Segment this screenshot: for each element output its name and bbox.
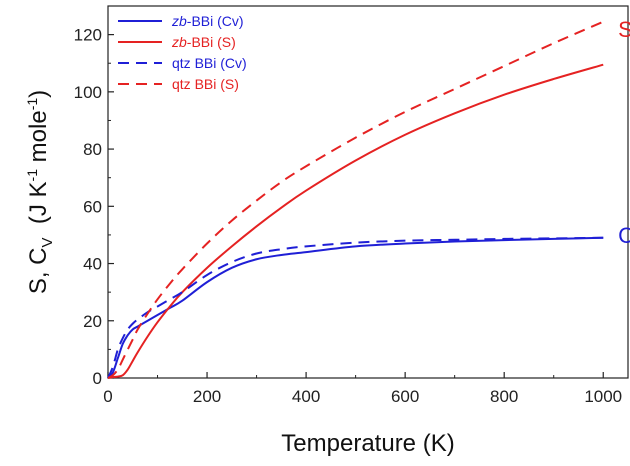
y-tick-label: 20 — [83, 312, 102, 331]
series-line-4 — [107, 20, 604, 379]
y-axis-title-part2: (J K — [25, 181, 52, 237]
y-axis-title: S, CV (J K-1 mole-1) — [24, 90, 56, 294]
legend-label: zb-BBi (Cv) — [171, 13, 244, 29]
y-axis-title-sup1: -1 — [24, 169, 40, 182]
y-axis-title-part1: S, C — [25, 247, 52, 294]
y-tick-label: 120 — [74, 26, 102, 45]
y-tick-label: 100 — [74, 83, 102, 102]
annotations: S CV — [618, 17, 630, 252]
axis-ticks: 0 200 400 600 800 1000 0 20 40 60 80 100 120 — [74, 5, 622, 406]
x-axis-title: Temperature (K) — [281, 430, 454, 457]
x-tick-label: 800 — [490, 387, 518, 406]
y-tick-label: 0 — [93, 369, 102, 388]
series-line-1 — [107, 236, 604, 379]
y-axis-title-sup2: -1 — [24, 98, 40, 111]
x-tick-label: 0 — [103, 387, 112, 406]
legend: zb-BBi (Cv) zb-BBi (S) qtz BBi (Cv) qtz BBi… — [118, 13, 247, 92]
curve-annotation: CV — [618, 223, 630, 252]
y-tick-label: 40 — [83, 255, 102, 274]
legend-label: zb-BBi (S) — [171, 34, 236, 50]
y-axis-title-sub1: V — [39, 237, 56, 247]
x-tick-label: 600 — [391, 387, 419, 406]
x-tick-label: 400 — [292, 387, 320, 406]
y-axis-title-part3: mole — [25, 110, 52, 169]
legend-label: qtz BBi (Cv) — [172, 55, 247, 71]
series-line-3 — [107, 236, 604, 379]
x-tick-label: 200 — [193, 387, 221, 406]
y-tick-label: 60 — [83, 197, 102, 216]
curve-annotation: S — [618, 17, 630, 42]
y-axis-title-part4: ) — [25, 90, 52, 98]
x-tick-label: 1000 — [584, 387, 622, 406]
y-tick-label: 80 — [83, 140, 102, 159]
legend-label: qtz BBi (S) — [172, 76, 239, 92]
plot-area — [107, 5, 629, 379]
series-lines — [107, 20, 604, 379]
plot-frame — [107, 5, 629, 379]
series-line-2 — [107, 63, 604, 379]
